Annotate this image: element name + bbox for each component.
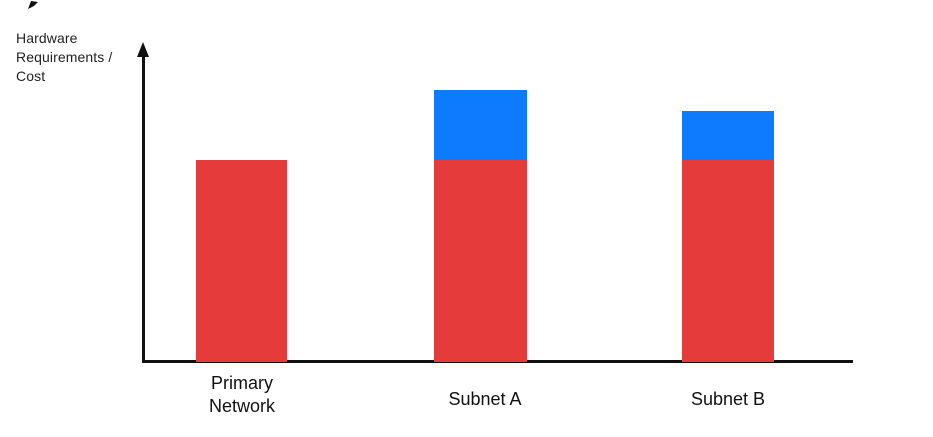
bar-segment-red-subnet-a <box>434 160 527 362</box>
y-axis-line <box>142 50 145 362</box>
bar-segment-red-primary-network <box>196 160 287 362</box>
bar-segment-blue-subnet-a <box>434 90 527 160</box>
bar-group-primary-network <box>196 160 287 362</box>
category-label-primary-network: Primary Network <box>208 373 275 416</box>
y-axis-arrowhead-icon <box>137 42 149 57</box>
stray-mark-icon <box>28 1 38 9</box>
bar-segment-red-subnet-b <box>682 160 774 362</box>
category-label-subnet-a: Subnet A <box>448 389 522 409</box>
bar-group-subnet-b <box>682 111 774 362</box>
bar-segment-blue-subnet-b <box>682 111 774 160</box>
y-axis-label: Hardware Requirements / Cost <box>16 30 113 84</box>
category-label-subnet-b: Subnet B <box>690 389 766 409</box>
bar-group-subnet-a <box>434 90 527 362</box>
